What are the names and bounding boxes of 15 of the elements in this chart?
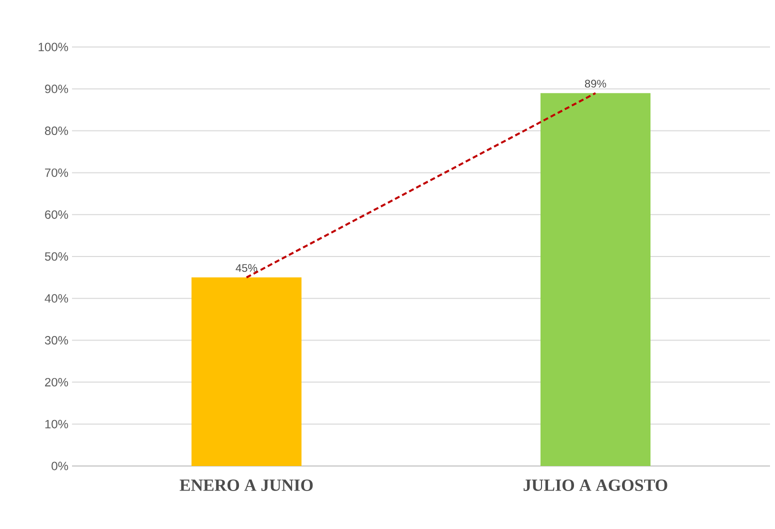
y-tick-label: 50% <box>44 252 68 261</box>
data-label: 45% <box>236 264 258 272</box>
y-tick-label: 0% <box>52 462 68 470</box>
y-tick-label: 20% <box>45 378 68 386</box>
y-tick-label: 100% <box>38 42 68 52</box>
x-tick-label: JULIO A AGOSTO <box>524 480 668 491</box>
y-tick-label: 10% <box>45 420 68 428</box>
y-tick-label: 60% <box>45 210 68 219</box>
data-label: 89% <box>584 80 606 88</box>
y-tick-label: 70% <box>45 168 68 177</box>
y-tick-label: 80% <box>44 126 68 136</box>
y-tick-label: 30% <box>44 336 68 345</box>
y-tick-label: 90% <box>45 84 68 94</box>
x-tick-label: ENERO A JUNIO <box>180 480 313 491</box>
y-tick-label: 40% <box>44 294 68 303</box>
